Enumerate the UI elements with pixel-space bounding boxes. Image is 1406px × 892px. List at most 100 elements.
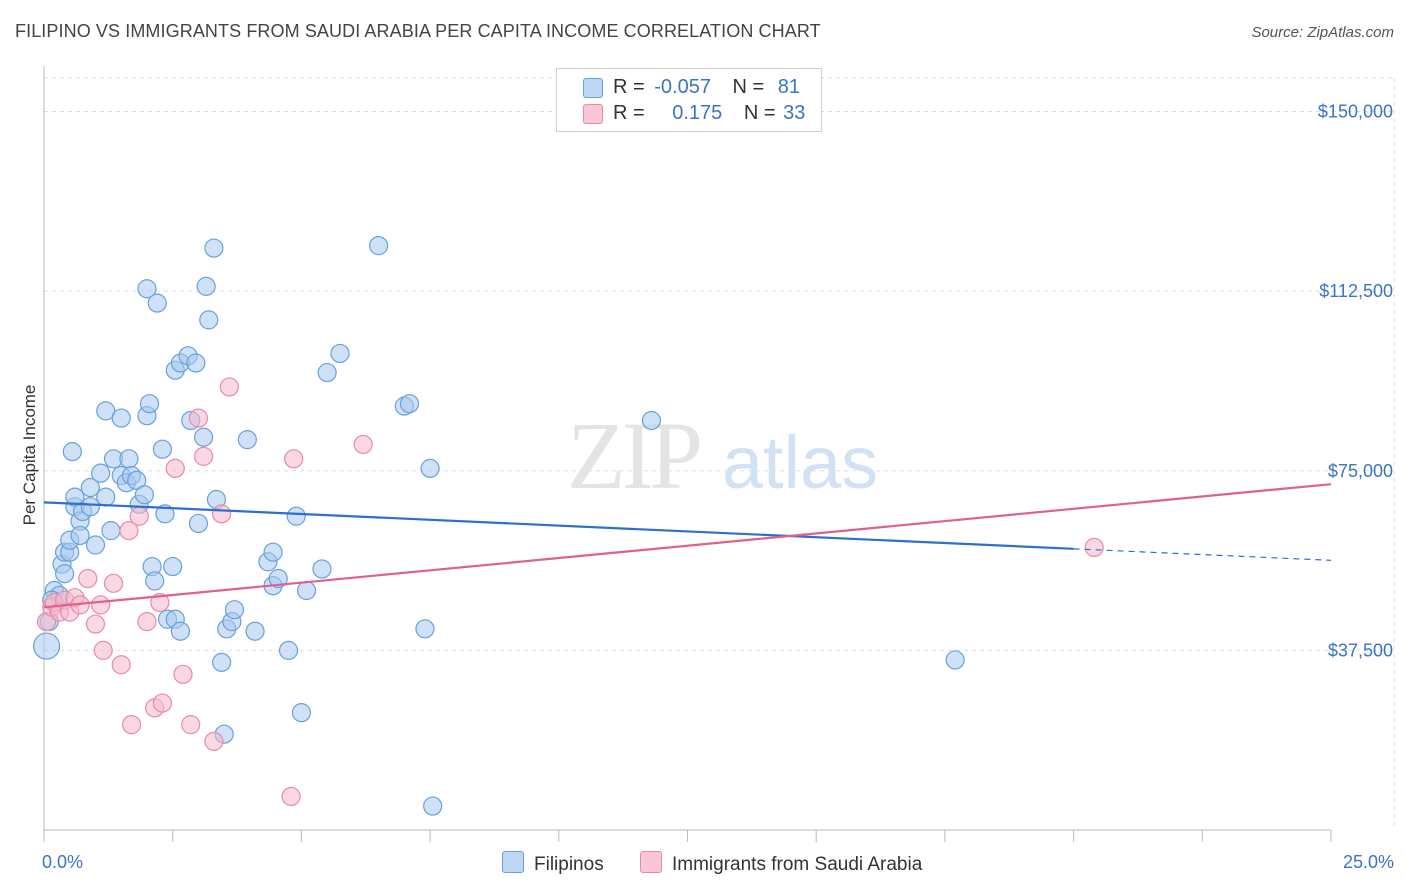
saudi-point (78, 568, 98, 589)
filipinos-point (137, 279, 157, 299)
saudi-point (212, 504, 232, 524)
legend-label-filipinos: Filipinos (534, 854, 604, 875)
legend-swatch-pink (583, 104, 603, 124)
filipinos-point (139, 394, 160, 414)
filipinos-point (245, 621, 265, 641)
saudi-point (121, 715, 142, 735)
chart-title: FILIPINO VS IMMIGRANTS FROM SAUDI ARABIA… (15, 21, 821, 41)
saudi-point (85, 614, 106, 634)
filipinos-point (212, 652, 232, 672)
legend-swatch-pink (640, 851, 662, 873)
filipinos-point (101, 521, 121, 541)
filipinos-point (163, 556, 183, 577)
saudi-point (103, 573, 124, 593)
filipinos-point (945, 650, 965, 670)
grid-lines (44, 77, 1395, 830)
filipinos-point (415, 619, 435, 639)
saudi-point (204, 731, 224, 751)
saudi-trend-line (43, 483, 1332, 609)
watermark-zip: ZIP (567, 402, 700, 509)
filipinos-point (96, 401, 116, 421)
saudi-point (1084, 537, 1104, 558)
legend-swatch-blue (502, 851, 524, 873)
filipinos-point (199, 310, 219, 330)
y-tick-label: $112,500 (1319, 281, 1393, 301)
saudi-point (129, 506, 149, 526)
filipinos-point (296, 580, 317, 601)
filipinos-point (641, 410, 662, 431)
r-value: 0.175 (672, 102, 723, 124)
saudi-point (284, 449, 304, 469)
saudi-point (111, 655, 131, 675)
filipinos-point (399, 394, 420, 414)
watermark-atlas: atlas (722, 421, 878, 504)
filipinos-point (91, 463, 111, 483)
saudi-point (281, 786, 301, 807)
filipinos-point (193, 427, 214, 447)
legend-item-saudi[interactable]: Immigrants from Saudi Arabia (640, 851, 922, 876)
correlation-legend: R = -0.057 N = 81 R = 0.175 N = 33 (556, 68, 822, 132)
trend-lines (43, 483, 1332, 609)
filipinos-point (111, 408, 131, 428)
saudi-point (188, 408, 209, 428)
axes (43, 66, 1332, 842)
legend-item-filipinos[interactable]: Filipinos (502, 851, 604, 876)
filipinos-trend-extension (1073, 548, 1332, 561)
filipinos-point (119, 449, 139, 469)
y-tick-label: $37,500 (1328, 640, 1393, 660)
filipinos-point (62, 442, 82, 462)
filipinos-point (312, 559, 332, 579)
filipinos-point (268, 568, 288, 589)
filipinos-point (188, 513, 209, 534)
source-credit: Source: ZipAtlas.com (1251, 24, 1394, 41)
saudi-point (219, 377, 239, 397)
saudi-point (137, 612, 157, 632)
filipinos-point (96, 487, 116, 507)
filipinos-point (80, 477, 100, 498)
filipinos-point (224, 600, 245, 620)
legend-swatch-blue (583, 78, 603, 98)
filipinos-point (134, 485, 154, 505)
filipinos-point (237, 430, 257, 450)
filipinos-point (286, 506, 306, 526)
legend-label-saudi: Immigrants from Saudi Arabia (672, 854, 923, 875)
x-tick-max: 25.0% (1342, 852, 1394, 872)
filipinos-point (291, 703, 311, 723)
filipinos-point (80, 497, 100, 517)
n-label: N = (743, 102, 776, 124)
series-legend: Filipinos Immigrants from Saudi Arabia (0, 851, 1406, 879)
filipinos-point (369, 236, 389, 256)
n-value: 81 (777, 76, 801, 98)
filipinos-point (263, 542, 283, 562)
saudi-point (353, 434, 373, 455)
filipinos-point (145, 571, 165, 591)
saudi-point (91, 595, 111, 615)
filipinos-point (170, 621, 191, 641)
saudi-point (173, 664, 193, 684)
saudi-point (119, 521, 139, 541)
filipinos-point (204, 238, 224, 258)
r-label: R = (613, 76, 645, 98)
n-value: 33 (783, 102, 806, 124)
saudi-point (193, 446, 214, 466)
filipinos-point (147, 293, 167, 313)
filipinos-point (420, 458, 440, 478)
saudi-point (152, 693, 173, 713)
filipinos-point (155, 504, 175, 524)
filipinos-point (330, 343, 350, 364)
filipinos-trend-line (43, 501, 1074, 550)
n-label: N = (732, 76, 765, 98)
r-value: -0.057 (654, 76, 711, 98)
filipinos-point (54, 564, 75, 584)
saudi-point (181, 715, 201, 735)
saudi-point (150, 592, 170, 613)
filipinos-point (423, 796, 443, 816)
r-label: R = (613, 102, 645, 124)
filipinos-point (317, 362, 337, 383)
saudi-point (165, 458, 185, 478)
y-tick-label: $150,000 (1318, 102, 1393, 122)
filipinos-point (196, 276, 216, 296)
filipinos-point (85, 535, 106, 555)
series-filipinos-points (32, 236, 965, 816)
